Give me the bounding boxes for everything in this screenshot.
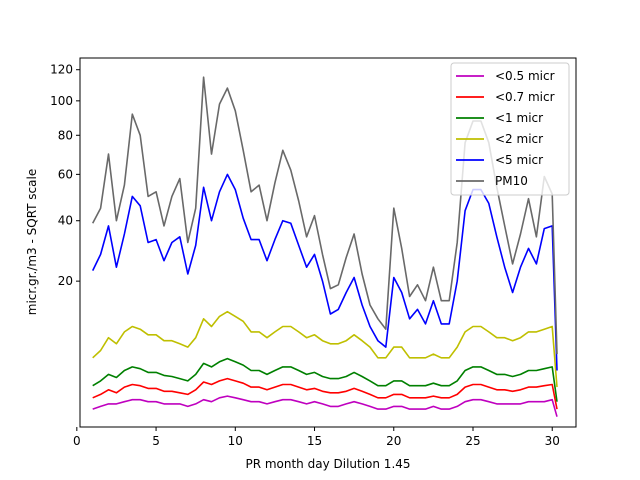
y-tick-label: 120 bbox=[50, 63, 73, 77]
legend-entry-label: <1 micr bbox=[495, 111, 543, 125]
legend-box bbox=[450, 62, 570, 196]
y-axis: 20 40 60 80 100 120 bbox=[50, 63, 80, 288]
plot-frame bbox=[79, 57, 577, 428]
series-line-1-micr bbox=[92, 357, 558, 402]
x-tick-label: 5 bbox=[152, 434, 160, 448]
series-line-0-7-micr bbox=[92, 377, 558, 410]
x-tick-label: 0 bbox=[73, 434, 81, 448]
x-axis-label: PR month day Dilution 1.45 bbox=[245, 457, 410, 471]
x-tick-label: 30 bbox=[545, 434, 560, 448]
legend-entry-label: <5 micr bbox=[495, 153, 543, 167]
x-axis: 0 5 10 15 20 25 30 bbox=[73, 427, 560, 448]
y-tick-label: 20 bbox=[58, 274, 73, 288]
x-tick-label: 15 bbox=[307, 434, 322, 448]
x-tick-label: 25 bbox=[465, 434, 480, 448]
legend-entry-label: <0.5 micr bbox=[495, 69, 555, 83]
x-tick-label: 20 bbox=[386, 434, 401, 448]
y-axis-label: micr.gr./m3 - SQRT scale bbox=[25, 169, 39, 315]
y-tick-label: 40 bbox=[58, 214, 73, 228]
y-tick-label: 100 bbox=[50, 94, 73, 108]
x-tick-label: 10 bbox=[228, 434, 243, 448]
legend-entry-label: <2 micr bbox=[495, 132, 543, 146]
legend-entry-label: <0.7 micr bbox=[495, 90, 555, 104]
legend: <0.5 micr <0.7 micr <1 micr <2 micr <5 micr P… bbox=[450, 62, 570, 196]
y-tick-label: 60 bbox=[58, 167, 73, 181]
series-line-0-5-micr bbox=[92, 395, 558, 417]
series-line-2-micr bbox=[92, 310, 558, 388]
legend-entry-label: PM10 bbox=[495, 174, 528, 188]
y-tick-label: 80 bbox=[58, 128, 73, 142]
